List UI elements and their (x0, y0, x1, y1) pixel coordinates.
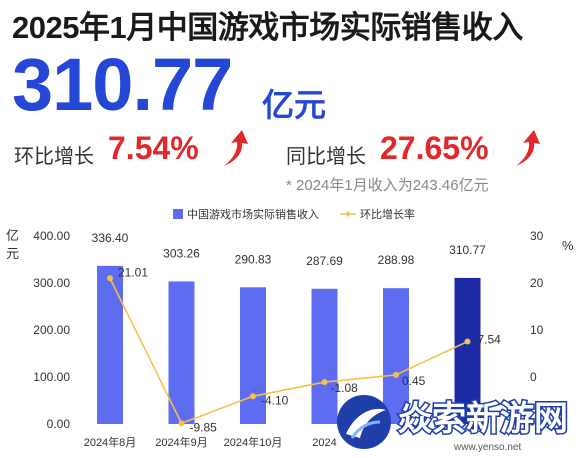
revenue-chart: 中国游戏市场实际销售收入 ✦ 环比增长率亿元%0.00100.00200.00300… (6, 207, 574, 449)
yoy-value: 27.65% (380, 130, 489, 166)
line-value-label: -1.08 (331, 381, 359, 395)
line-point (250, 393, 256, 400)
line-value-label: 7.54 (478, 333, 502, 347)
x-tick-label: 2024年10月 (224, 435, 283, 449)
main-unit: 亿元 (262, 87, 327, 123)
line-point (393, 371, 399, 378)
bar (168, 281, 195, 424)
line-value-label: -4.10 (261, 393, 289, 407)
legend-line-marker: ✦ (343, 209, 352, 221)
line-point (464, 338, 471, 345)
bar-value-label: 303.26 (163, 246, 200, 260)
y-left-tick: 100.00 (33, 370, 70, 384)
watermark-logo: 焱索新游网 www.yenso.net (337, 395, 570, 453)
watermark-url: www.yenso.net (453, 442, 521, 453)
y-left-tick: 0.00 (47, 417, 71, 431)
y-right-tick: 10 (530, 323, 544, 337)
y-right-tick: 0 (530, 370, 537, 384)
up-arrow-icon (516, 130, 540, 166)
y-right-tick: -10 (530, 417, 548, 431)
bar-value-label: 336.40 (92, 231, 129, 245)
bar (97, 265, 123, 424)
bar-value-label: 290.83 (235, 252, 272, 266)
legend-line-label: 环比增长率 (360, 207, 415, 221)
bar (311, 288, 338, 424)
line-value-label: 21.01 (118, 265, 148, 279)
up-arrow-icon (224, 130, 248, 166)
y-right-title: % (562, 238, 574, 253)
footnote: * 2024年1月收入为243.46亿元 (286, 177, 489, 194)
main-value: 310.77 (12, 43, 233, 126)
y-left-tick: 200.00 (33, 323, 70, 337)
mom-label: 环比增长 (14, 146, 94, 168)
line-point (107, 275, 113, 282)
y-left-tick: 300.00 (33, 276, 70, 290)
bar (454, 277, 481, 424)
bar (240, 287, 266, 424)
line-value-label: 0.45 (402, 374, 426, 388)
legend-bar-swatch (173, 209, 183, 219)
line-point (178, 420, 185, 427)
bar-value-label: 288.98 (378, 253, 415, 267)
watermark-text: 焱索新游网 (398, 400, 568, 438)
legend-bar-label: 中国游戏市场实际销售收入 (187, 207, 319, 221)
page-title: 2025年1月中国游戏市场实际销售收入 (12, 10, 523, 45)
y-left-title-1: 亿 (6, 228, 19, 243)
bar (383, 288, 409, 424)
yoy-label: 同比增长 (286, 146, 366, 168)
x-tick-label: 2024年9月 (155, 435, 208, 449)
y-left-tick: 400.00 (33, 229, 70, 243)
line-point (321, 379, 328, 386)
y-left-title-2: 元 (6, 246, 19, 261)
bar-value-label: 310.77 (449, 243, 486, 257)
bar-value-label: 287.69 (306, 254, 343, 268)
mom-value: 7.54% (108, 130, 199, 166)
x-tick-label: 2024年8月 (84, 435, 137, 449)
line-value-label: -9.85 (190, 420, 218, 434)
y-right-tick: 20 (530, 276, 544, 290)
mom-line (109, 277, 468, 425)
y-right-tick: 30 (530, 229, 544, 243)
x-tick-label: 2024 (312, 437, 336, 449)
